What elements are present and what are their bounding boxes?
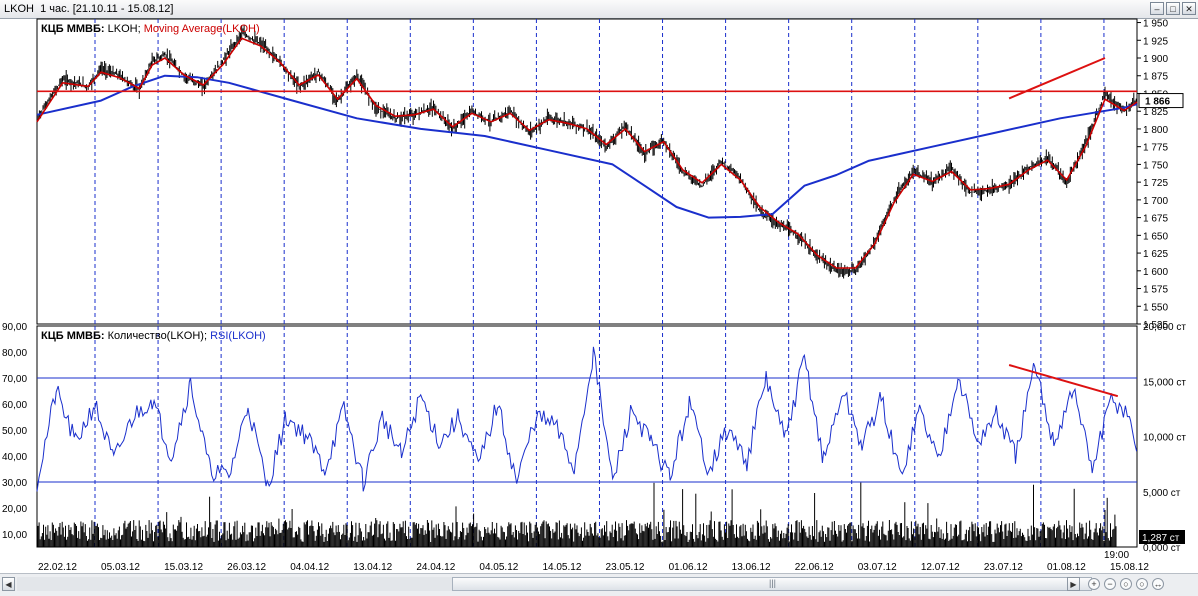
rsi-ytick-label: 90,00 (2, 322, 27, 333)
price-ytick-label: 1 725 (1143, 178, 1168, 189)
volume-ytick-label: 15,000 ст (1143, 377, 1186, 388)
window-title: LKOH 1 час. [21.10.11 - 15.08.12] (4, 3, 174, 15)
price-ytick-label: 1 675 (1143, 214, 1168, 225)
x-axis-date-label: 23.05.12 (606, 562, 645, 573)
price-panel-frame (36, 18, 1138, 325)
price-ytick-label: 1 825 (1143, 107, 1168, 118)
x-axis-date-label: 13.04.12 (353, 562, 392, 573)
price-trend-line (1008, 57, 1106, 100)
x-axis-time-label: 19:00 (1104, 550, 1129, 561)
scroll-grip-icon: ||| (769, 578, 777, 588)
x-axis-date-label: 04.04.12 (290, 562, 329, 573)
price-ytick-label: 1 750 (1143, 160, 1168, 171)
indicator-panel-title: КЦБ ММВБ: Количество(LKOH); RSI(LKOH) (41, 330, 266, 342)
rsi-ytick-label: 80,00 (2, 348, 27, 359)
rsi-trend-line (1008, 364, 1119, 398)
volume-last-value: 1,287 ст (1142, 533, 1180, 544)
price-ytick-label: 1 925 (1143, 36, 1168, 47)
x-axis-date-label: 13.06.12 (732, 562, 771, 573)
rsi-line (36, 346, 1138, 492)
indicator-panel-frame (36, 325, 1138, 548)
x-axis-date-label: 24.04.12 (416, 562, 455, 573)
moving-average-line (36, 37, 1138, 269)
price-last-value-box (1138, 93, 1184, 109)
price-last-value: 1 866 (1145, 97, 1170, 108)
scroll-thumb[interactable]: ||| (452, 577, 1092, 591)
price-ytick-label: 1 875 (1143, 72, 1168, 83)
price-ytick-label: 1 950 (1143, 19, 1168, 30)
zoom-end-button[interactable]: ↔ (1152, 578, 1164, 590)
price-ytick-label: 1 600 (1143, 267, 1168, 278)
price-ytick-label: 1 775 (1143, 143, 1168, 154)
rsi-ytick-label: 20,00 (2, 504, 27, 515)
x-axis-date-label: 23.07.12 (984, 562, 1023, 573)
long-average-line (36, 74, 1138, 219)
scroll-left-button[interactable]: ◀ (2, 577, 15, 591)
x-axis-date-label: 15.08.12 (1110, 562, 1149, 573)
zoom-reset-button[interactable]: ○ (1136, 578, 1148, 590)
x-axis-date-label: 01.06.12 (669, 562, 708, 573)
x-axis-date-label: 22.06.12 (795, 562, 834, 573)
maximize-button[interactable]: □ (1166, 2, 1180, 15)
x-axis-date-label: 26.03.12 (227, 562, 266, 573)
x-axis-date-label: 04.05.12 (479, 562, 518, 573)
volume-ytick-label: 20,000 ст (1143, 322, 1186, 333)
minimize-button[interactable]: ‒ (1150, 2, 1164, 15)
rsi-ytick-label: 30,00 (2, 478, 27, 489)
rsi-ytick-label: 10,00 (2, 530, 27, 541)
zoom-fit-button[interactable]: ○ (1120, 578, 1132, 590)
rsi-ytick-label: 60,00 (2, 400, 27, 411)
volume-last-value-box (1139, 530, 1185, 544)
x-axis-date-label: 14.05.12 (542, 562, 581, 573)
price-ytick-label: 1 700 (1143, 196, 1168, 207)
price-panel-title: КЦБ ММВБ: LKOH; Moving Average(LKOH) (41, 23, 260, 35)
price-ytick-label: 1 800 (1143, 125, 1168, 136)
price-ytick-label: 1 900 (1143, 54, 1168, 65)
rsi-ytick-label: 40,00 (2, 452, 27, 463)
volume-ytick-label: 5,000 ст (1143, 488, 1181, 499)
zoom-in-button[interactable]: + (1088, 578, 1100, 590)
horizontal-scrollbar[interactable]: ◀ ||| ▶ + − ○ ○ ↔ (0, 573, 1198, 596)
volume-ytick-label: 10,000 ст (1143, 433, 1186, 444)
price-ytick-label: 1 625 (1143, 249, 1168, 260)
price-ytick-label: 1 650 (1143, 231, 1168, 242)
x-axis-date-label: 15.03.12 (164, 562, 203, 573)
scroll-right-button[interactable]: ▶ (1067, 577, 1080, 591)
zoom-out-button[interactable]: − (1104, 578, 1116, 590)
price-ytick-label: 1 575 (1143, 285, 1168, 296)
volume-ytick-label: 0,000 ст (1143, 543, 1181, 554)
x-axis-date-label: 01.08.12 (1047, 562, 1086, 573)
price-ytick-label: 1 550 (1143, 302, 1168, 313)
x-axis-date-label: 05.03.12 (101, 562, 140, 573)
price-ytick-label: 1 525 (1143, 320, 1168, 331)
rsi-ytick-label: 70,00 (2, 374, 27, 385)
rsi-ytick-label: 50,00 (2, 426, 27, 437)
window-titlebar: LKOH 1 час. [21.10.11 - 15.08.12] ‒ □ ✕ (0, 0, 1198, 19)
x-axis-date-label: 22.02.12 (38, 562, 77, 573)
close-button[interactable]: ✕ (1182, 2, 1196, 15)
x-axis-date-label: 12.07.12 (921, 562, 960, 573)
x-axis-date-label: 03.07.12 (858, 562, 897, 573)
scroll-track[interactable]: ||| (17, 577, 1092, 591)
